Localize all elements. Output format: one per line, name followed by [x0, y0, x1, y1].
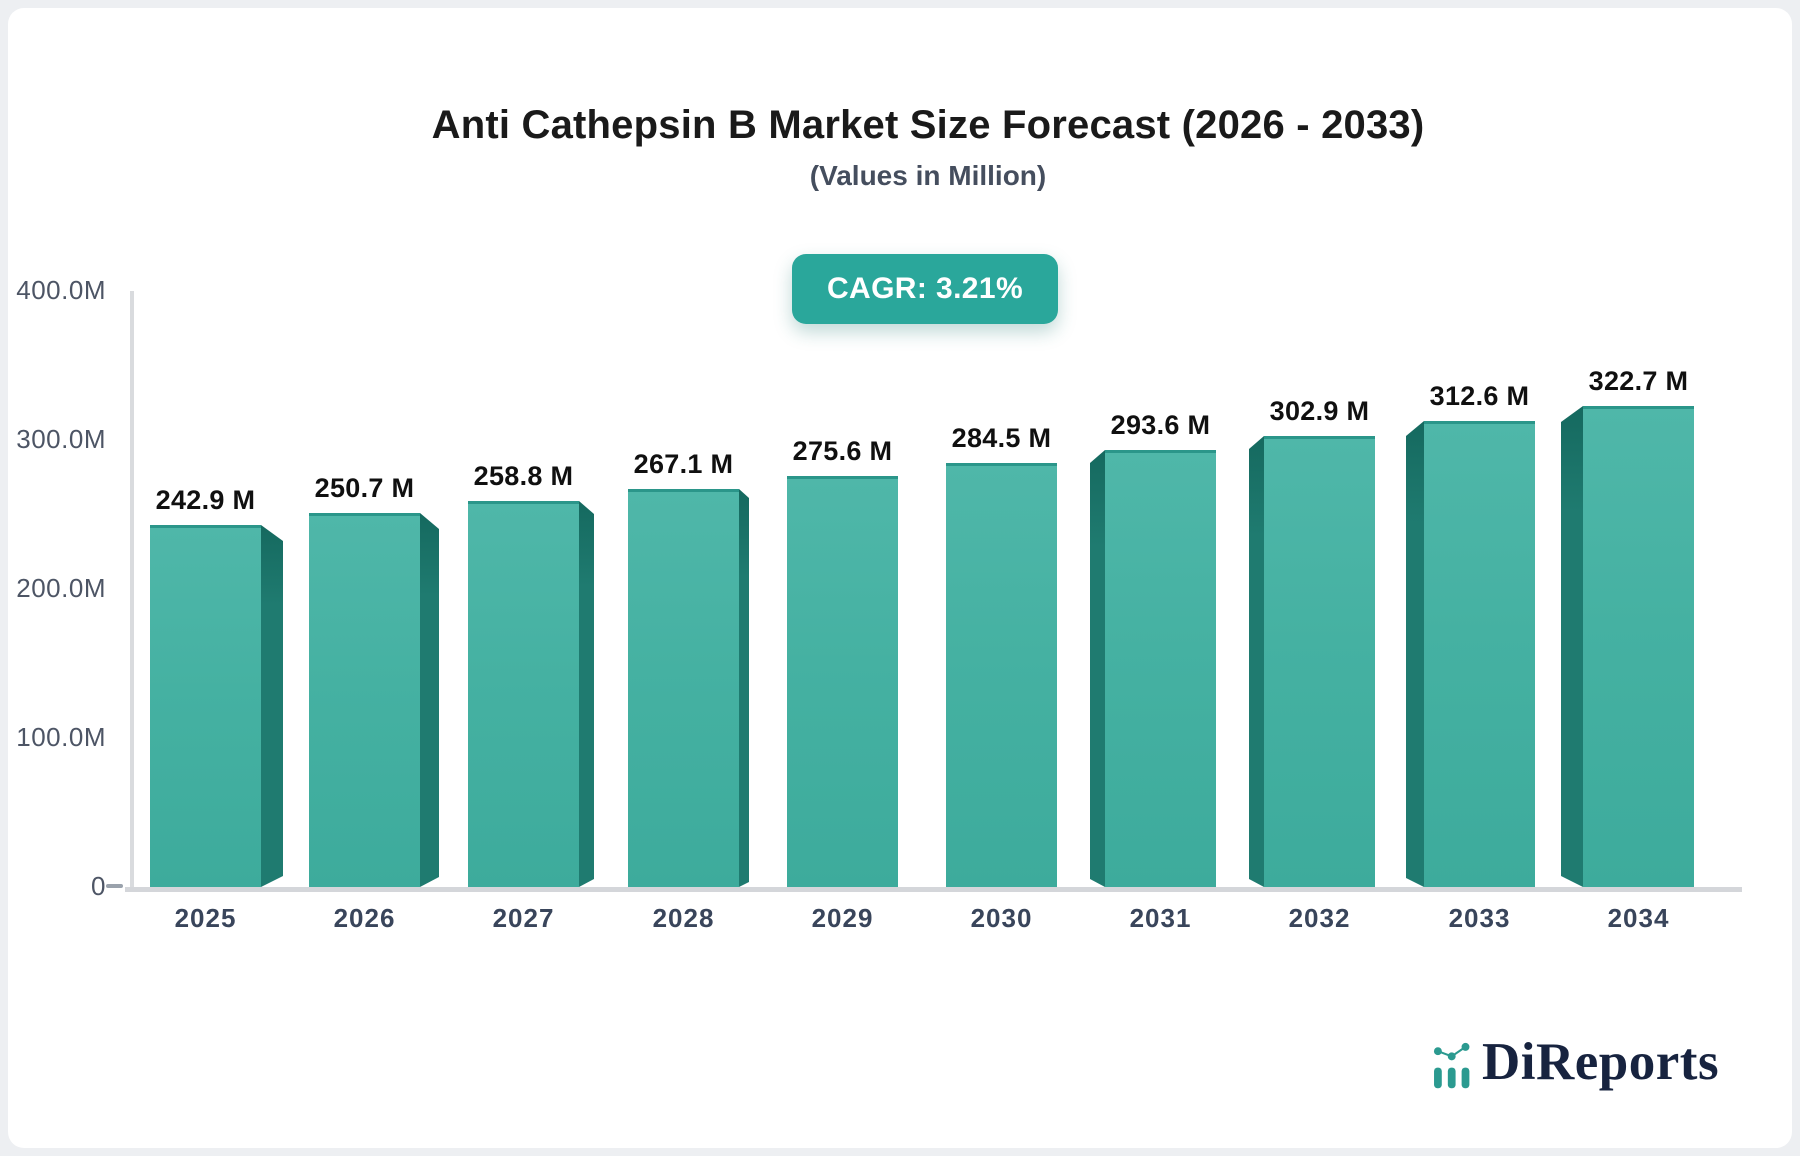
x-axis-tick-label: 2026	[333, 903, 396, 933]
bar-value-label: 322.7 M	[1588, 366, 1689, 396]
bar-value-label: 258.8 M	[473, 461, 574, 491]
bar-value-label: 267.1 M	[633, 449, 734, 479]
x-axis-tick-label: 2025	[174, 903, 237, 933]
x-axis-tick-label: 2031	[1129, 903, 1192, 933]
x-axis-tick-label: 2028	[652, 903, 715, 933]
bar-side-3d	[1406, 421, 1424, 887]
logo-text: DiReports	[1482, 1033, 1720, 1091]
y-axis-line	[130, 291, 134, 892]
bar-2031[interactable]	[1105, 450, 1216, 887]
bar-value-label: 302.9 M	[1269, 396, 1370, 426]
y-axis-tick-label: 300.0M	[16, 424, 106, 454]
bar-2032[interactable]	[1264, 436, 1375, 887]
bar-value-label: 250.7 M	[314, 473, 415, 503]
chart-subtitle: (Values in Million)	[809, 160, 1047, 191]
x-axis-line	[125, 887, 1742, 892]
bar-side-3d	[420, 513, 439, 887]
y-axis-tick-label: 100.0M	[16, 722, 106, 752]
bar-side-3d	[579, 501, 594, 887]
y-axis-tick-label: 400.0M	[16, 275, 106, 305]
bar-2034[interactable]	[1583, 406, 1694, 887]
x-axis-tick-label: 2034	[1607, 903, 1670, 933]
bar-2025[interactable]	[150, 525, 261, 887]
x-axis-tick-label: 2033	[1448, 903, 1511, 933]
bar-value-label: 312.6 M	[1429, 381, 1530, 411]
mini-bar-chart-icon	[1433, 1042, 1470, 1089]
direports-logo: DiReports	[1430, 1034, 1719, 1090]
y-axis-tick-label: 0	[91, 871, 106, 901]
bar-side-3d	[739, 489, 749, 887]
cagr-badge: CAGR: 3.21%	[792, 254, 1058, 324]
bar-side-3d	[1090, 450, 1105, 887]
cagr-badge-label: CAGR: 3.21%	[826, 272, 1024, 305]
x-axis-tick-label: 2032	[1288, 903, 1351, 933]
bar-2027[interactable]	[468, 501, 579, 887]
chart-card: Anti Cathepsin B Market Size Forecast (2…	[8, 8, 1792, 1148]
bar-value-label: 242.9 M	[155, 485, 256, 515]
chart-header: Anti Cathepsin B Market Size Forecast (2…	[36, 102, 1800, 192]
y-axis-tick-label: 200.0M	[16, 573, 106, 603]
bar-side-3d	[261, 525, 283, 887]
bar-2030[interactable]	[946, 463, 1057, 887]
bar-side-3d	[1561, 406, 1583, 887]
bar-2026[interactable]	[309, 513, 420, 887]
zero-tick-mark	[106, 884, 123, 888]
bar-value-label: 293.6 M	[1110, 410, 1211, 440]
chart-title: Anti Cathepsin B Market Size Forecast (2…	[431, 103, 1425, 147]
bar-2033[interactable]	[1424, 421, 1535, 887]
bar-value-label: 284.5 M	[951, 423, 1052, 453]
bar-2029[interactable]	[787, 476, 898, 887]
bar-2028[interactable]	[628, 489, 739, 887]
bar-value-label: 275.6 M	[792, 436, 893, 466]
x-axis-tick-label: 2029	[811, 903, 874, 933]
x-axis-tick-label: 2030	[970, 903, 1033, 933]
bar-side-3d	[1249, 436, 1264, 887]
x-axis-tick-label: 2027	[492, 903, 555, 933]
